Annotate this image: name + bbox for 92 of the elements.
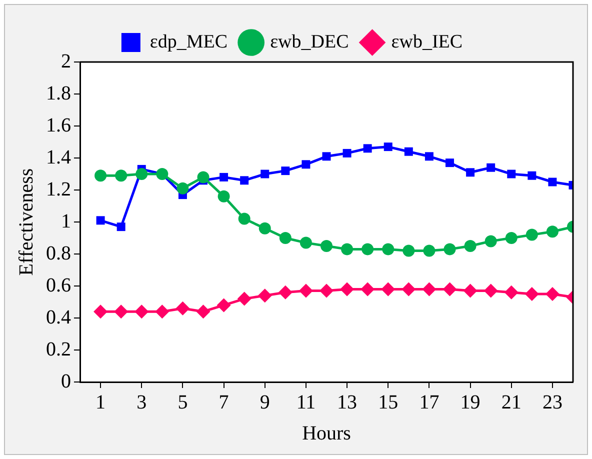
point [197, 171, 210, 184]
x-tick-label: 15 [378, 391, 398, 414]
point [340, 282, 354, 296]
point [341, 243, 354, 256]
legend-label: εwb_DEC [270, 31, 349, 52]
x-tick-label: 21 [501, 391, 522, 414]
x-tick-label: 11 [296, 391, 316, 414]
y-tick-label: 2 [61, 50, 71, 72]
point [486, 163, 496, 172]
point [423, 244, 436, 257]
point [444, 243, 456, 256]
point [548, 178, 557, 186]
point [360, 282, 375, 296]
point [507, 170, 516, 178]
point [238, 212, 250, 225]
point [240, 176, 249, 185]
point [505, 232, 518, 244]
legend-label: εdp_MEC [150, 31, 228, 52]
x-tick-label: 9 [260, 391, 270, 414]
y-tick-label: 0 [61, 370, 71, 392]
point [504, 285, 518, 300]
x-axis-title: Hours [302, 422, 352, 444]
point [320, 284, 334, 298]
point [384, 142, 392, 152]
point [404, 147, 413, 156]
y-tick-label: 1.8 [46, 82, 71, 104]
point [116, 222, 126, 232]
point [464, 240, 476, 252]
point [136, 168, 148, 180]
point [526, 228, 538, 241]
point [363, 144, 372, 153]
point [302, 160, 310, 169]
point [258, 288, 272, 303]
x-tick-label: 19 [460, 391, 480, 414]
y-tick-label: 0.8 [46, 242, 71, 264]
point [484, 235, 497, 248]
point [320, 240, 332, 252]
point [322, 152, 331, 161]
y-tick-label: 0.6 [46, 274, 71, 296]
x-tick-label: 13 [337, 391, 358, 414]
y-axis-title: Effectiveness [15, 168, 38, 276]
point [216, 298, 231, 312]
point [402, 282, 416, 296]
point [196, 304, 210, 319]
x-tick-label: 1 [96, 391, 106, 414]
point [442, 282, 457, 296]
point [218, 190, 230, 202]
y-tick-label: 0.2 [46, 338, 71, 360]
point [422, 282, 436, 296]
point [402, 244, 415, 257]
point [220, 172, 228, 182]
legend-label: εwb_IEC [391, 31, 463, 52]
point [260, 170, 270, 178]
point [382, 243, 394, 256]
x-tick-label: 3 [136, 391, 147, 414]
point [381, 282, 396, 296]
x-tick-label: 7 [218, 391, 229, 414]
point [300, 236, 312, 249]
y-tick-label: 1.6 [46, 114, 71, 136]
point [524, 287, 539, 301]
point [176, 182, 189, 194]
point [424, 152, 434, 161]
point [463, 284, 478, 298]
point [96, 216, 105, 225]
point [258, 222, 271, 234]
y-tick-label: 0.4 [46, 306, 71, 328]
y-tick-label: 1 [61, 210, 71, 232]
point [466, 168, 475, 177]
point [281, 166, 290, 176]
point [114, 304, 128, 319]
point [362, 243, 374, 256]
point [446, 158, 454, 168]
point [528, 171, 536, 180]
x-tick-label: 17 [419, 391, 440, 414]
point [298, 284, 313, 298]
point [94, 170, 107, 182]
point [134, 304, 149, 319]
point [545, 287, 560, 301]
point [237, 292, 252, 306]
x-tick-label: 5 [178, 391, 188, 414]
point [484, 284, 498, 298]
y-tick-label: 1.4 [46, 146, 71, 168]
point [155, 304, 170, 319]
point [176, 301, 190, 316]
y-tick-label: 1.2 [46, 178, 71, 200]
point [94, 304, 108, 319]
point [279, 232, 292, 244]
point [115, 170, 128, 182]
point [278, 285, 292, 300]
x-tick-label: 23 [542, 391, 562, 414]
point [546, 226, 558, 238]
point [342, 148, 352, 158]
